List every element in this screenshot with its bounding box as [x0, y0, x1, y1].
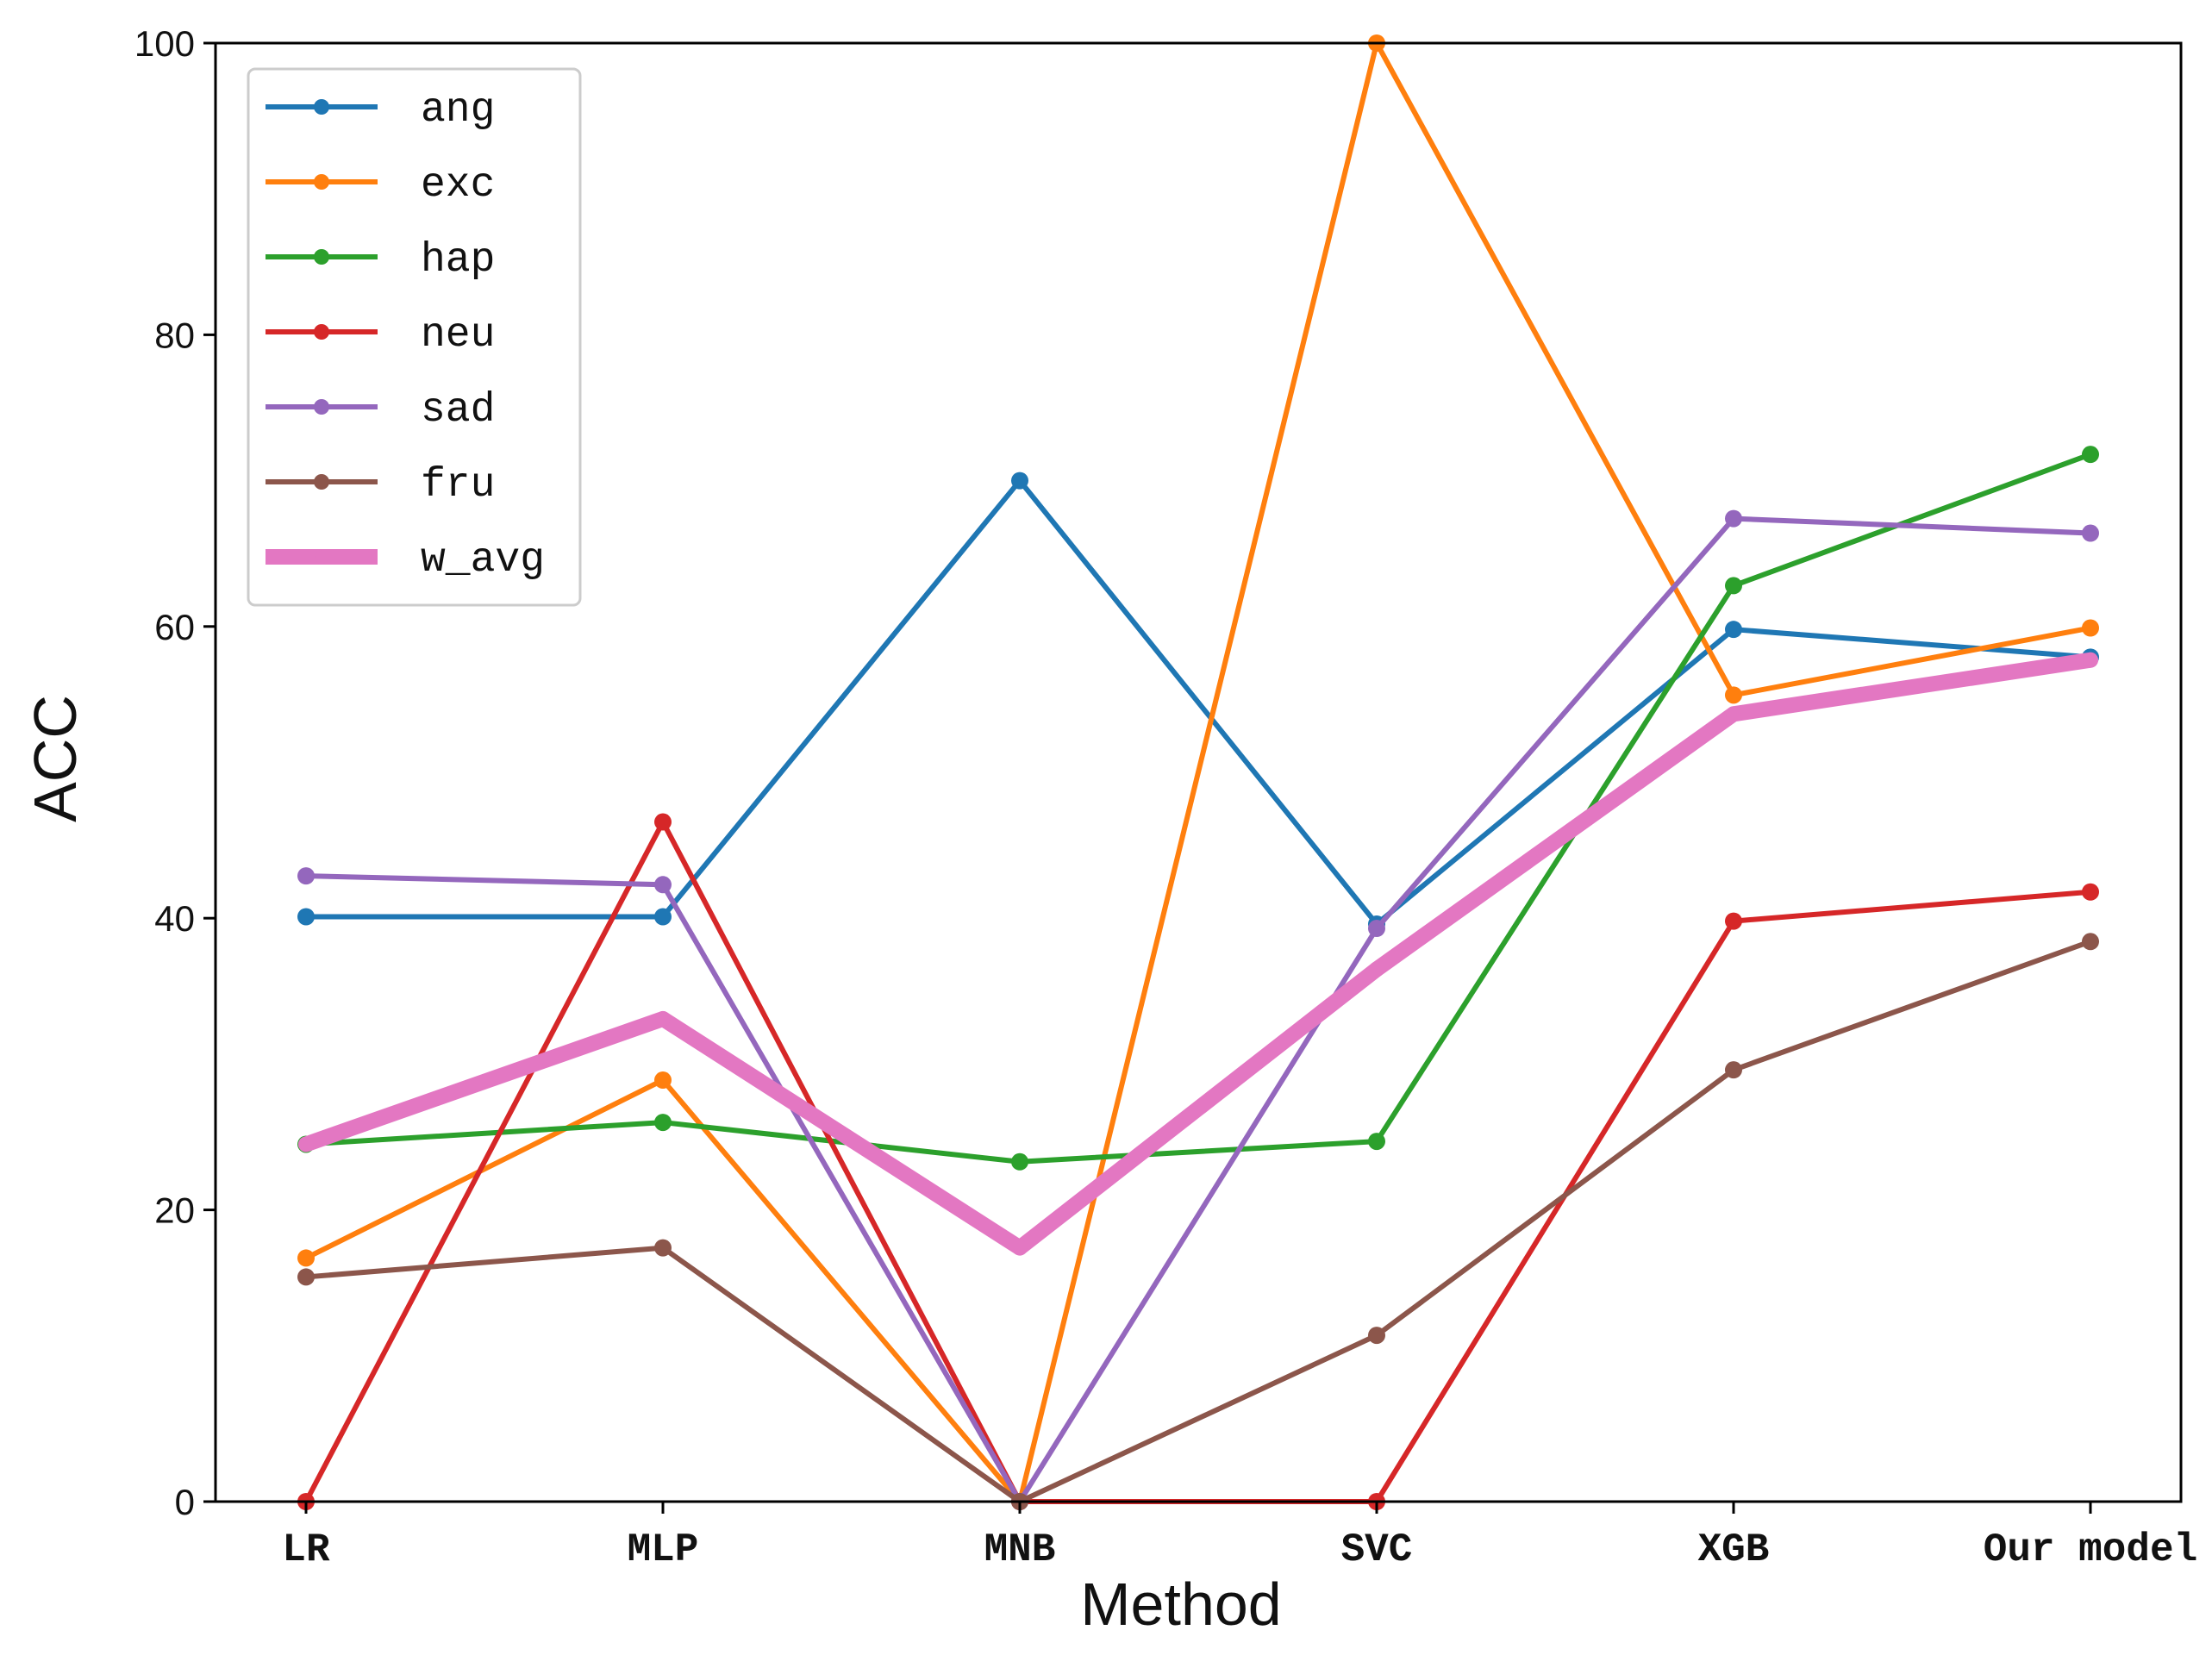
legend-swatch-marker	[314, 474, 329, 490]
data-point	[297, 908, 315, 926]
data-point	[1368, 1133, 1385, 1151]
data-point	[654, 1239, 672, 1257]
data-point	[1368, 1327, 1385, 1345]
x-axis: LR MLP MNB SVC XGB Our model	[282, 1502, 2197, 1572]
x-tick-label: Our model	[1984, 1527, 2197, 1572]
data-point	[1725, 912, 1742, 930]
legend-label: fru	[421, 462, 495, 509]
series-w-avg	[298, 652, 2098, 1256]
x-axis-title: Method	[1080, 1571, 1281, 1638]
y-axis-title: ACC	[22, 695, 89, 822]
data-point	[2082, 524, 2099, 542]
data-point	[297, 1268, 315, 1286]
series-fru	[297, 933, 2099, 1510]
data-point	[654, 1071, 672, 1090]
series-line	[303, 41, 2093, 1504]
data-point	[1726, 706, 1741, 722]
y-tick-label: 0	[175, 1482, 195, 1522]
data-point	[2082, 619, 2099, 637]
data-point	[2082, 446, 2099, 464]
y-tick-label: 20	[154, 1190, 195, 1231]
legend-item-w-avg: w_avg	[266, 537, 545, 584]
data-point	[298, 1136, 314, 1152]
legend-label: exc	[421, 162, 495, 209]
y-axis: 0 20 40 60 80 100	[134, 23, 216, 1522]
legend-item-sad: sad	[266, 387, 495, 434]
legend-swatch-marker	[314, 399, 329, 415]
legend-label: sad	[421, 387, 495, 434]
data-point	[654, 813, 672, 831]
data-point	[655, 1010, 671, 1027]
data-point	[2082, 933, 2099, 951]
legend-label: w_avg	[421, 537, 545, 584]
data-point	[654, 1114, 672, 1132]
legend-swatch-marker	[314, 249, 329, 265]
data-point	[1368, 920, 1385, 938]
legend-item-ang: ang	[266, 87, 495, 134]
legend-item-exc: exc	[266, 162, 495, 209]
plot-frame	[214, 41, 2183, 1503]
x-tick-label: LR	[282, 1527, 330, 1572]
x-tick-label: SVC	[1341, 1527, 1413, 1572]
legend-swatch-marker	[314, 174, 329, 190]
legend-item-fru: fru	[266, 462, 495, 509]
series-line	[298, 652, 2098, 1256]
x-tick-label: MLP	[628, 1527, 699, 1572]
y-tick-label: 60	[154, 607, 195, 647]
legend-label: hap	[421, 237, 495, 284]
data-point	[2082, 883, 2099, 901]
data-point	[297, 867, 315, 885]
series-line	[303, 939, 2093, 1504]
data-point	[1725, 509, 1742, 528]
y-tick-label: 80	[154, 315, 195, 355]
legend-item-hap: hap	[266, 237, 495, 284]
data-point	[1725, 686, 1742, 704]
y-tick-label: 100	[134, 23, 195, 64]
data-point	[1012, 1240, 1028, 1256]
data-point	[1725, 1061, 1742, 1079]
legend: ang exc hap neu sad fru w_avg	[247, 67, 582, 607]
x-tick-label: MNB	[984, 1527, 1056, 1572]
legend-frame	[247, 67, 582, 607]
series-exc	[297, 34, 2099, 1510]
data-point	[297, 1249, 315, 1267]
data-point	[654, 876, 672, 894]
data-point	[1369, 961, 1384, 978]
x-tick-label: XGB	[1698, 1527, 1770, 1572]
legend-swatch-marker	[314, 99, 329, 115]
data-point	[1725, 621, 1742, 639]
legend-item-neu: neu	[266, 312, 495, 359]
data-point	[654, 908, 672, 926]
series-line	[303, 515, 2093, 1504]
legend-label: neu	[421, 312, 495, 359]
data-point	[1011, 1152, 1028, 1171]
legend-swatch-marker	[314, 324, 329, 340]
data-point	[2083, 652, 2098, 668]
legend-label: ang	[421, 87, 495, 134]
series-line	[303, 452, 2093, 1165]
y-tick-label: 40	[154, 898, 195, 939]
series-line	[303, 478, 2093, 927]
data-point	[1011, 472, 1028, 490]
legend-swatch-marker	[315, 550, 328, 564]
data-point	[1725, 577, 1742, 595]
